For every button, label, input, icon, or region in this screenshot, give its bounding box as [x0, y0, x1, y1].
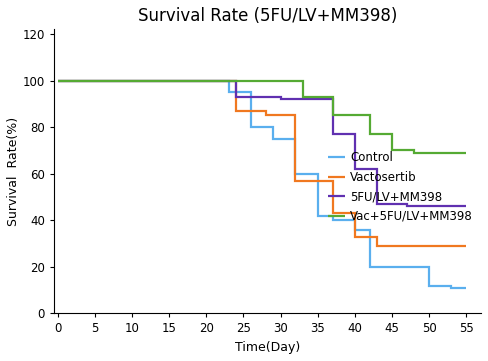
Line: 5FU/LV+MM398: 5FU/LV+MM398: [58, 81, 466, 206]
Line: Vactosertib: Vactosertib: [58, 81, 466, 246]
Control: [248, 90, 254, 94]
Control: [225, 90, 231, 94]
Legend: Control, Vactosertib, 5FU/LV+MM398, Vac+5FU/LV+MM398: Control, Vactosertib, 5FU/LV+MM398, Vac+…: [325, 149, 475, 225]
Control: [352, 218, 358, 222]
5FU/LV+MM398: [352, 132, 358, 136]
Control: [367, 265, 373, 269]
5FU/LV+MM398: [278, 95, 284, 99]
Control: [315, 171, 321, 176]
Vac+5FU/LV+MM398: [55, 78, 61, 83]
Vac+5FU/LV+MM398: [329, 113, 335, 118]
Vac+5FU/LV+MM398: [433, 151, 439, 155]
Vactosertib: [329, 179, 335, 183]
5FU/LV+MM398: [463, 204, 469, 209]
Control: [225, 78, 231, 83]
Vac+5FU/LV+MM398: [433, 151, 439, 155]
5FU/LV+MM398: [233, 78, 239, 83]
5FU/LV+MM398: [404, 204, 410, 209]
5FU/LV+MM398: [55, 78, 61, 83]
Title: Survival Rate (5FU/LV+MM398): Survival Rate (5FU/LV+MM398): [138, 7, 397, 25]
Vac+5FU/LV+MM398: [300, 95, 306, 99]
Vactosertib: [263, 113, 269, 118]
Control: [426, 283, 432, 288]
5FU/LV+MM398: [329, 132, 335, 136]
Vac+5FU/LV+MM398: [367, 132, 373, 136]
5FU/LV+MM398: [278, 97, 284, 101]
Control: [329, 213, 335, 218]
Control: [270, 125, 276, 129]
Vactosertib: [55, 78, 61, 83]
Vac+5FU/LV+MM398: [389, 148, 395, 153]
Control: [292, 171, 298, 176]
Vac+5FU/LV+MM398: [411, 148, 417, 153]
Vactosertib: [426, 244, 432, 248]
Vac+5FU/LV+MM398: [300, 78, 306, 83]
5FU/LV+MM398: [374, 202, 380, 206]
Vactosertib: [463, 244, 469, 248]
Vactosertib: [233, 78, 239, 83]
Vactosertib: [292, 113, 298, 118]
Y-axis label: Survival  Rate(%): Survival Rate(%): [7, 117, 20, 226]
Vac+5FU/LV+MM398: [329, 95, 335, 99]
Control: [248, 125, 254, 129]
Control: [463, 286, 469, 290]
Line: Control: Control: [58, 81, 466, 288]
Vactosertib: [374, 234, 380, 239]
Vactosertib: [329, 211, 335, 216]
Line: Vac+5FU/LV+MM398: Vac+5FU/LV+MM398: [58, 81, 466, 153]
Control: [292, 136, 298, 141]
Control: [55, 78, 61, 83]
Control: [426, 265, 432, 269]
Vactosertib: [426, 244, 432, 248]
Control: [270, 136, 276, 141]
Vactosertib: [292, 179, 298, 183]
Vac+5FU/LV+MM398: [463, 151, 469, 155]
Vactosertib: [352, 211, 358, 216]
Control: [448, 286, 454, 290]
Control: [367, 227, 373, 232]
Vac+5FU/LV+MM398: [389, 132, 395, 136]
Control: [352, 227, 358, 232]
Vac+5FU/LV+MM398: [367, 113, 373, 118]
Control: [315, 213, 321, 218]
Vactosertib: [233, 109, 239, 113]
5FU/LV+MM398: [352, 167, 358, 171]
X-axis label: Time(Day): Time(Day): [235, 341, 300, 354]
5FU/LV+MM398: [374, 167, 380, 171]
Vactosertib: [374, 244, 380, 248]
Vac+5FU/LV+MM398: [411, 151, 417, 155]
5FU/LV+MM398: [233, 95, 239, 99]
Control: [329, 218, 335, 222]
Vactosertib: [352, 234, 358, 239]
Control: [448, 283, 454, 288]
5FU/LV+MM398: [404, 202, 410, 206]
5FU/LV+MM398: [329, 97, 335, 101]
Vactosertib: [263, 109, 269, 113]
